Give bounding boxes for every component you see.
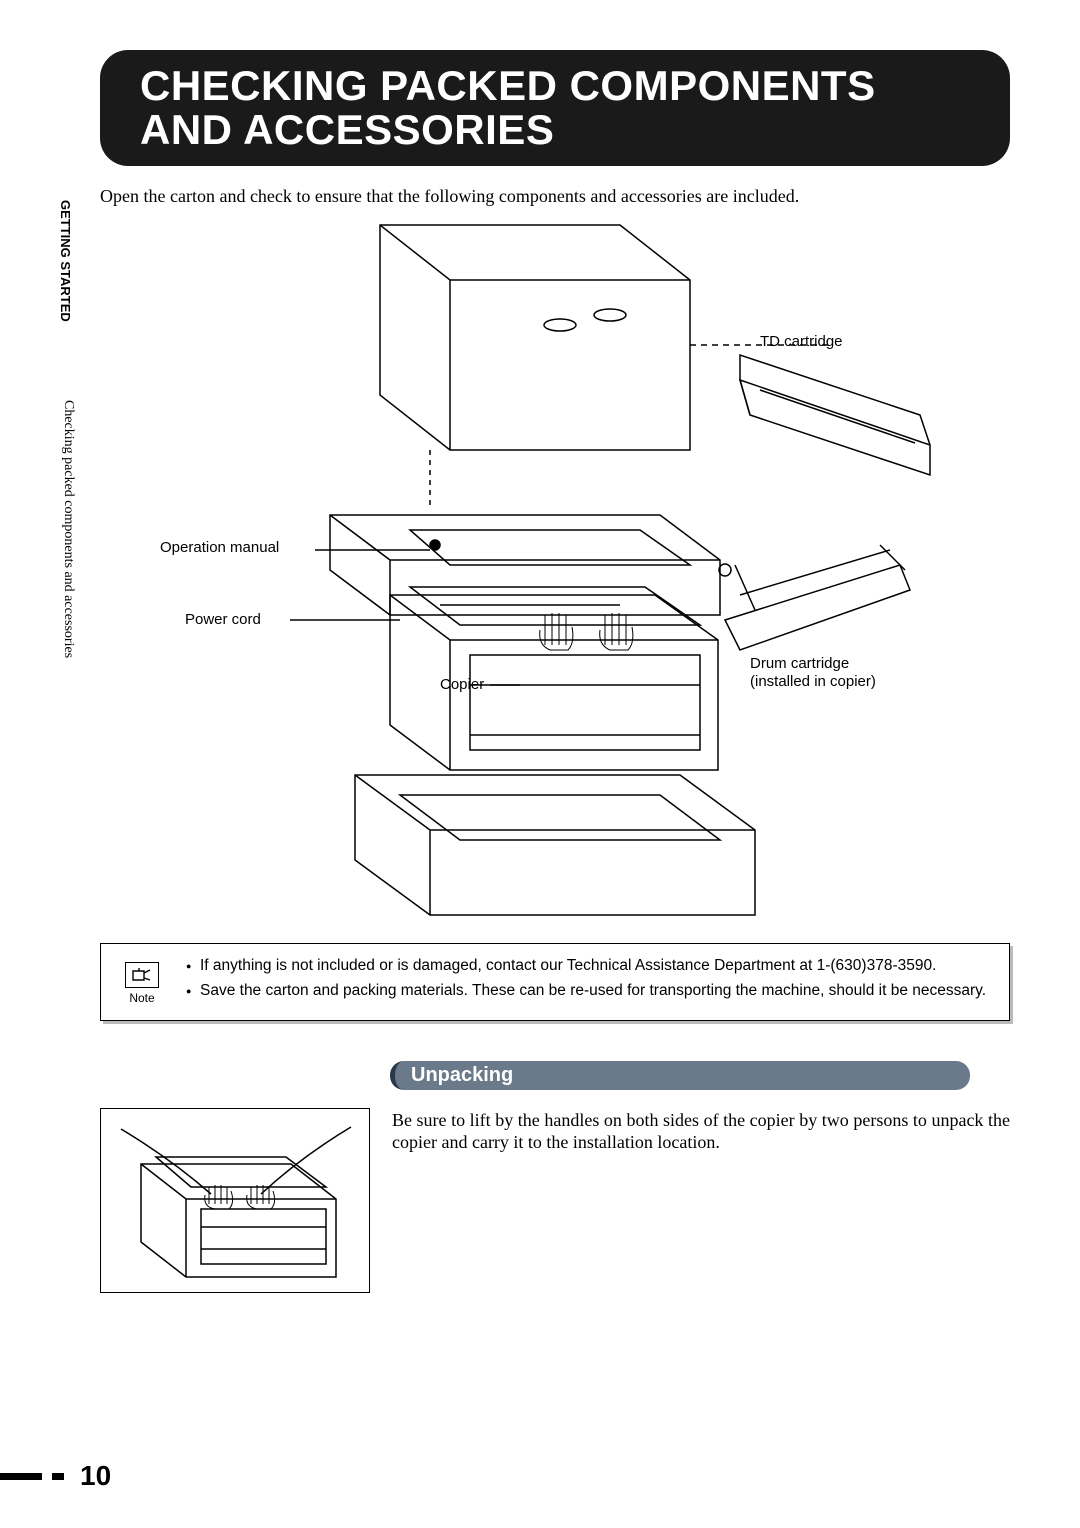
components-diagram: TD cartridge Operation manual Power cord… (100, 215, 960, 925)
footer-bar-icon (0, 1473, 42, 1480)
page-title-banner: CHECKING PACKED COMPONENTS AND ACCESSORI… (100, 50, 1010, 166)
unpacking-row: Be sure to lift by the handles on both s… (100, 1108, 1010, 1293)
note-item: If anything is not included or is damage… (186, 956, 991, 977)
unpacking-image (100, 1108, 370, 1293)
page-number: 10 (80, 1460, 111, 1492)
label-operation-manual: Operation manual (160, 539, 279, 556)
label-drum-cartridge-1: Drum cartridge (750, 655, 849, 672)
note-icon: Note (125, 962, 159, 1006)
note-item: Save the carton and packing materials. T… (186, 981, 991, 1002)
sidebar: GETTING STARTED Checking packed componen… (58, 200, 78, 900)
page-footer: 10 (0, 1460, 111, 1492)
sidebar-section: GETTING STARTED (58, 200, 73, 322)
unpacking-text: Be sure to lift by the handles on both s… (392, 1108, 1010, 1153)
sidebar-subsection: Checking packed components and accessori… (60, 400, 76, 658)
footer-bar-icon (52, 1473, 64, 1480)
note-label: Note (129, 991, 154, 1005)
title-line-2: AND ACCESSORIES (140, 106, 554, 153)
label-drum-cartridge-2: (installed in copier) (750, 673, 876, 690)
label-copier: Copier (440, 676, 484, 693)
label-power-cord: Power cord (185, 611, 261, 628)
label-td-cartridge: TD cartridge (760, 333, 843, 350)
intro-text: Open the carton and check to ensure that… (100, 186, 860, 207)
subheader-unpacking: Unpacking (390, 1061, 970, 1090)
title-line-1: CHECKING PACKED COMPONENTS (140, 62, 876, 109)
note-box: Note If anything is not included or is d… (100, 943, 1010, 1021)
